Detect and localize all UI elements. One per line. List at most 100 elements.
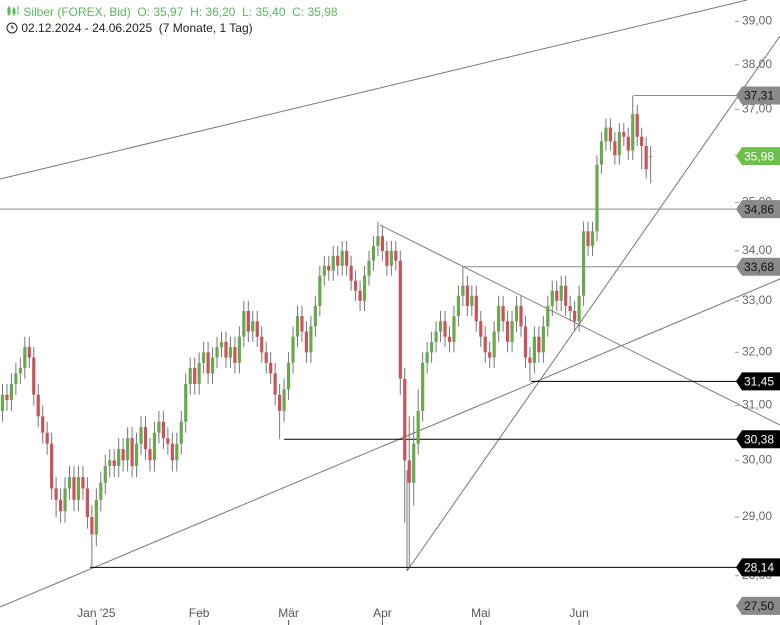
x-tick-label: Apr: [373, 606, 392, 620]
candle-body: [497, 305, 501, 332]
candle-body: [18, 368, 22, 374]
candle-body: [103, 465, 107, 483]
candle-body: [197, 362, 201, 384]
price-tag: 28,14: [736, 558, 780, 577]
y-tick-label: 38,00: [742, 57, 772, 71]
quote-high: H: 36,20: [190, 5, 236, 19]
candle-body: [36, 394, 40, 417]
clock-icon: [6, 22, 18, 34]
candle-body: [126, 438, 130, 461]
candle-body: [640, 136, 644, 146]
y-tick-label: 32,00: [742, 344, 772, 358]
candle-body: [112, 460, 116, 466]
candle-body: [635, 113, 639, 137]
candle-body: [555, 290, 559, 301]
candle-body: [72, 477, 76, 500]
price-tag: 33,68: [736, 257, 780, 276]
candle-body: [331, 255, 335, 271]
instrument: Silber (FOREX, Bid): [23, 5, 131, 19]
candle-body: [523, 326, 528, 358]
price-tag: 37,31: [736, 86, 780, 105]
candle-body: [300, 316, 304, 332]
candle-body: [644, 145, 648, 170]
candle-body: [394, 250, 398, 261]
candle-body: [416, 410, 420, 444]
trendline: [0, 278, 780, 608]
candle-body: [117, 449, 121, 466]
candle-body: [76, 477, 81, 500]
candle-body: [492, 331, 496, 358]
price-tag: 31,45: [736, 372, 780, 391]
candle-body: [246, 311, 250, 332]
candle-body: [358, 290, 362, 301]
candle-body: [479, 321, 483, 337]
quote-close: C: 35,98: [292, 5, 338, 19]
candle-body: [354, 280, 358, 291]
candle-body: [175, 443, 179, 461]
candle-body: [260, 336, 264, 353]
candle-body: [345, 250, 349, 266]
candle-body: [255, 321, 259, 337]
candle-body: [94, 499, 98, 535]
candle-body: [586, 231, 590, 246]
trendline: [379, 224, 780, 426]
candle-body: [389, 250, 393, 266]
candle-body: [54, 488, 58, 500]
candle-body: [313, 305, 317, 327]
candle-body: [184, 383, 188, 422]
candle-body: [228, 347, 233, 358]
candle-body: [23, 347, 27, 369]
candle-body: [425, 352, 429, 363]
price-tag-label: 34,86: [744, 202, 774, 216]
price-tag-label: 30,38: [744, 432, 774, 446]
candle-body: [385, 250, 389, 266]
date-span: (7 Monate, 1 Tag): [158, 21, 253, 35]
candle-body: [210, 357, 215, 374]
y-tick-label: 34,00: [742, 243, 772, 257]
candle-body: [649, 156, 653, 158]
candle-body: [349, 265, 353, 281]
candle-body: [631, 113, 635, 151]
candle-body: [626, 136, 630, 151]
candle-body: [622, 132, 626, 137]
candle-body: [148, 449, 152, 461]
price-tag-label: 33,68: [744, 260, 774, 274]
candle-body: [215, 347, 219, 358]
candle-body: [380, 236, 385, 251]
quote-line: Silber (FOREX, Bid) O: 35,97 H: 36,20 L:…: [6, 5, 338, 19]
candle-body: [376, 236, 380, 246]
candle-body: [559, 285, 563, 301]
price-tag-box: [736, 86, 780, 105]
candle-body: [537, 336, 541, 353]
candle-body: [32, 357, 36, 395]
candle-body: [599, 141, 604, 165]
candle-body: [143, 427, 148, 450]
candle-body: [327, 265, 331, 271]
candle-body: [108, 460, 112, 466]
candle-body: [443, 321, 447, 337]
price-tag-label: 35,98: [744, 149, 774, 163]
y-tick-label: 36,00: [742, 147, 772, 161]
y-tick-label: 37,00: [742, 102, 772, 116]
candle-body: [14, 373, 18, 384]
trendlines: [0, 0, 780, 608]
trendline: [406, 35, 780, 572]
price-tag-box: [736, 147, 780, 166]
price-tag-label: 37,31: [744, 89, 774, 103]
price-tag: 27,50: [736, 596, 780, 615]
candle-body: [590, 231, 595, 246]
candle-body: [532, 336, 536, 363]
candle-body: [456, 295, 461, 317]
y-tick-label: 33,00: [742, 293, 772, 307]
candle-body: [581, 231, 586, 296]
candle-body: [336, 255, 340, 266]
candle-body: [273, 373, 277, 395]
candle-body: [505, 321, 510, 342]
candle-body: [564, 285, 568, 306]
x-tick-label: Jan '25: [77, 606, 116, 620]
price-tag-label: 31,45: [744, 375, 774, 389]
candle-body: [9, 383, 14, 401]
candle-body: [193, 368, 197, 384]
